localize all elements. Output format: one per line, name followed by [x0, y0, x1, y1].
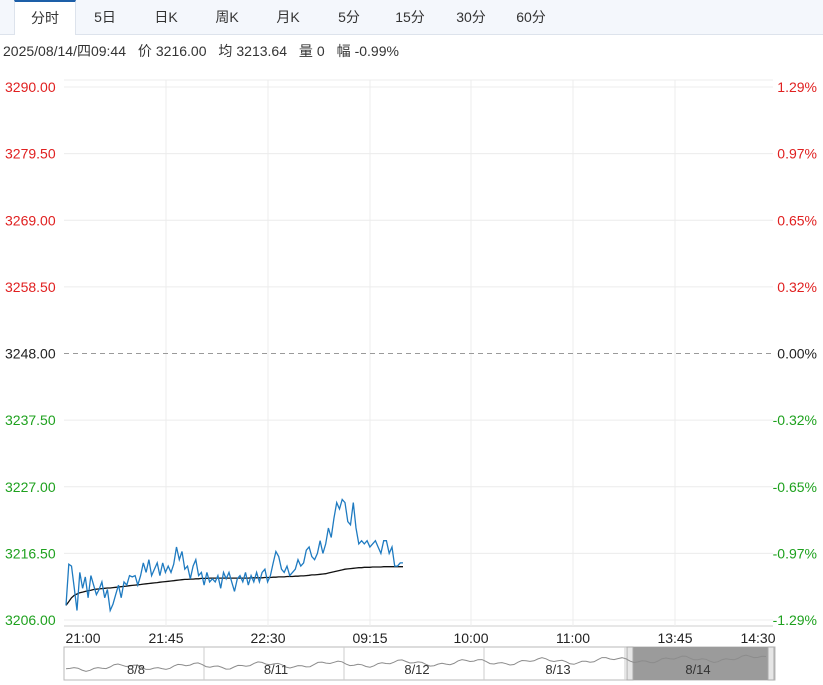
navigator-day-label: 8/14	[685, 662, 710, 677]
price-line	[65, 498, 403, 613]
quote-datetime: 2025/08/14/四09:44	[3, 43, 126, 59]
avg-label: 均	[218, 43, 233, 59]
tab-monthly-k[interactable]: 月K	[276, 9, 300, 25]
price-label: 价	[137, 43, 152, 59]
y-axis-percent-label: -1.29%	[773, 612, 817, 628]
navigator-day-label: 8/8	[127, 662, 145, 677]
x-axis-time-label: 10:00	[453, 630, 488, 646]
navigator-selection[interactable]	[633, 647, 768, 680]
x-axis-time-label: 21:00	[65, 630, 100, 646]
x-axis-time-label: 13:45	[657, 630, 692, 646]
y-axis-percent-label: -0.97%	[773, 545, 817, 561]
tab-30min[interactable]: 30分	[456, 9, 486, 25]
navigator-day-label: 8/13	[545, 662, 570, 677]
y-axis-price-label: 3216.50	[5, 545, 56, 561]
tab-60min[interactable]: 60分	[516, 9, 546, 25]
tab-5day[interactable]: 5日	[94, 9, 116, 25]
range-navigator[interactable]: 8/8 8/11 8/12 8/13 8/14	[63, 646, 776, 681]
x-axis-time-label: 09:15	[352, 630, 387, 646]
navigator-left-handle[interactable]	[626, 646, 634, 681]
y-axis-price-label: 3279.50	[5, 146, 56, 162]
y-axis-price-label: 3248.00	[5, 346, 56, 362]
price-value: 3216.00	[155, 43, 207, 59]
period-tabs: 分时 5日 日K 周K 月K 5分 15分 30分 60分	[0, 0, 823, 35]
navigator-day-label: 8/11	[264, 662, 288, 677]
avg-value: 3213.64	[236, 43, 287, 59]
tab-weekly-k[interactable]: 周K	[215, 9, 239, 25]
y-axis-price-label: 3258.50	[5, 279, 56, 295]
y-axis-percent-label: -0.65%	[773, 479, 817, 495]
y-axis-percent-label: 1.29%	[777, 79, 817, 95]
navigator-trend-line	[65, 654, 767, 672]
y-axis-price-label: 3290.00	[5, 79, 56, 95]
y-axis-price-label: 3237.50	[5, 412, 56, 428]
x-axis-time-label: 11:00	[556, 630, 590, 646]
volume-value: 0	[316, 43, 325, 59]
tab-daily-k[interactable]: 日K	[154, 9, 178, 25]
volume-label: 量	[298, 43, 313, 59]
y-axis-percent-label: 0.65%	[777, 212, 817, 228]
x-axis-time-label: 21:45	[148, 630, 183, 646]
range-value: -0.99%	[354, 43, 399, 59]
y-axis-percent-label: 0.97%	[777, 146, 817, 162]
y-axis-percent-label: 0.32%	[777, 279, 817, 295]
y-axis-price-label: 3227.00	[5, 479, 56, 495]
navigator-right-handle[interactable]	[767, 646, 775, 681]
navigator-day-label: 8/12	[404, 662, 429, 677]
average-price-line	[65, 566, 403, 606]
y-axis-price-label: 3206.00	[5, 612, 56, 628]
y-axis-percent-label: -0.32%	[773, 412, 817, 428]
x-axis-time-label: 22:30	[250, 630, 285, 646]
tab-5min[interactable]: 5分	[338, 9, 360, 25]
range-label: 幅	[336, 43, 351, 59]
y-axis-percent-label: 0.00%	[777, 346, 817, 362]
x-axis-time-label: 14:30	[740, 630, 775, 646]
tab-intraday[interactable]: 分时	[14, 0, 76, 35]
tab-15min[interactable]: 15分	[395, 9, 425, 25]
y-axis-price-label: 3269.00	[5, 212, 56, 228]
